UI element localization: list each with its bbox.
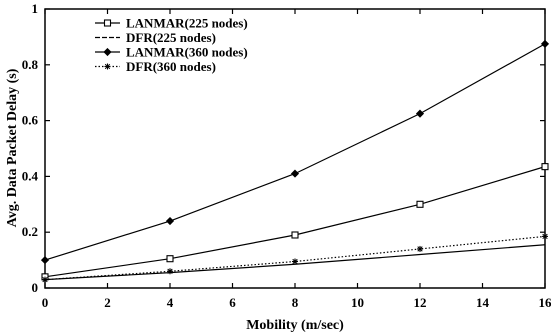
- data-point-diamond: [40, 256, 50, 265]
- y-axis-title: Avg. Data Packet Delay (s): [5, 68, 20, 227]
- data-point-square: [291, 231, 299, 239]
- data-point-star: [417, 245, 423, 252]
- legend-label: LANMAR(225 nodes): [126, 16, 248, 31]
- x-axis-ticks: 0 2 4 6 8 10 12 14 16: [42, 9, 551, 310]
- data-point-diamond: [540, 39, 550, 48]
- legend: LANMAR(225 nodes)DFR(225 nodes)LANMAR(36…: [95, 16, 248, 74]
- x-tick-label: 10: [351, 295, 364, 310]
- series-1: [41, 163, 549, 281]
- series-3: [40, 39, 550, 265]
- data-point-diamond: [415, 109, 425, 118]
- series-4: [42, 233, 548, 283]
- data-point-square: [416, 200, 424, 208]
- x-tick-label: 4: [167, 295, 174, 310]
- x-tick-label: 16: [539, 295, 551, 310]
- x-tick-label: 0: [42, 295, 49, 310]
- data-point-square: [103, 19, 112, 27]
- y-tick-label: 0.8: [22, 57, 39, 72]
- x-tick-label: 14: [476, 295, 490, 310]
- x-tick-label: 12: [414, 295, 427, 310]
- legend-item: DFR(360 nodes): [95, 59, 216, 74]
- data-point-diamond: [103, 47, 112, 57]
- data-point-star: [542, 233, 548, 240]
- y-tick-label: 0: [32, 280, 39, 295]
- series-layer: [40, 39, 550, 283]
- y-tick-label: 0.4: [22, 168, 39, 183]
- data-point-square: [166, 255, 174, 263]
- y-tick-label: 1: [32, 1, 39, 16]
- y-tick-label: 0.2: [22, 224, 38, 239]
- data-point-star: [292, 258, 298, 265]
- legend-item: DFR(225 nodes): [95, 30, 216, 45]
- plot-frame: [44, 8, 546, 289]
- data-point-diamond: [290, 169, 300, 178]
- legend-item: LANMAR(225 nodes): [95, 16, 248, 31]
- legend-label: DFR(360 nodes): [126, 59, 216, 74]
- data-point-diamond: [165, 216, 175, 226]
- data-point-star: [42, 276, 48, 283]
- x-tick-label: 2: [104, 295, 111, 310]
- legend-label: DFR(225 nodes): [126, 30, 216, 45]
- x-tick-label: 6: [229, 295, 236, 310]
- legend-label: LANMAR(360 nodes): [126, 45, 248, 60]
- data-point-star: [167, 268, 173, 275]
- data-point-square: [541, 163, 549, 171]
- x-axis-title: Mobility (m/sec): [246, 318, 344, 333]
- legend-item: LANMAR(360 nodes): [95, 45, 248, 60]
- series-line: [44, 43, 546, 261]
- x-tick-label: 8: [292, 295, 299, 310]
- data-point-star: [104, 63, 111, 70]
- y-axis-ticks: 0 0.2 0.4 0.6 0.8 1: [22, 1, 545, 295]
- y-tick-label: 0.6: [22, 113, 39, 128]
- series-line: [44, 235, 546, 281]
- plot-area-border: [44, 8, 546, 289]
